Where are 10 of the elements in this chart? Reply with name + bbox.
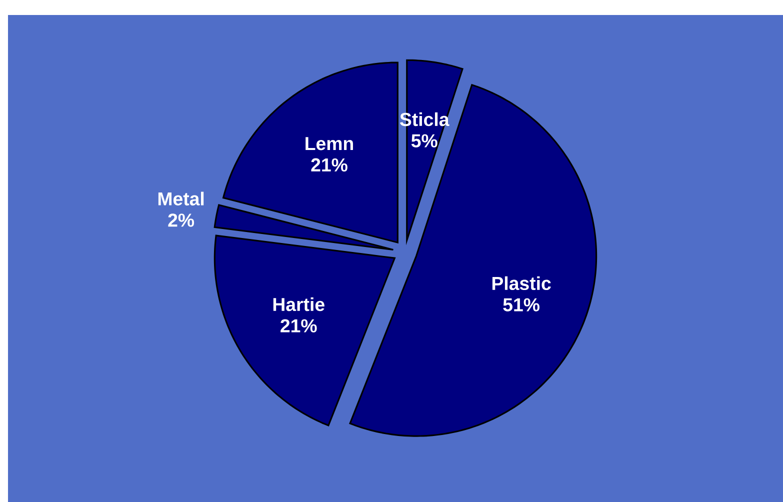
slice-label: Hartie: [273, 297, 324, 312]
data-label: 21%: [280, 319, 317, 332]
slice-label: Plastic: [492, 276, 551, 290]
slice-label: Sticla: [400, 112, 450, 126]
data-label: 21%: [311, 158, 348, 172]
data-label: 51%: [503, 298, 540, 312]
slice-label: Lemn: [306, 137, 353, 150]
data-label: 2%: [168, 214, 194, 227]
slice-label: Metal: [158, 192, 204, 206]
data-label: 5%: [411, 134, 438, 148]
